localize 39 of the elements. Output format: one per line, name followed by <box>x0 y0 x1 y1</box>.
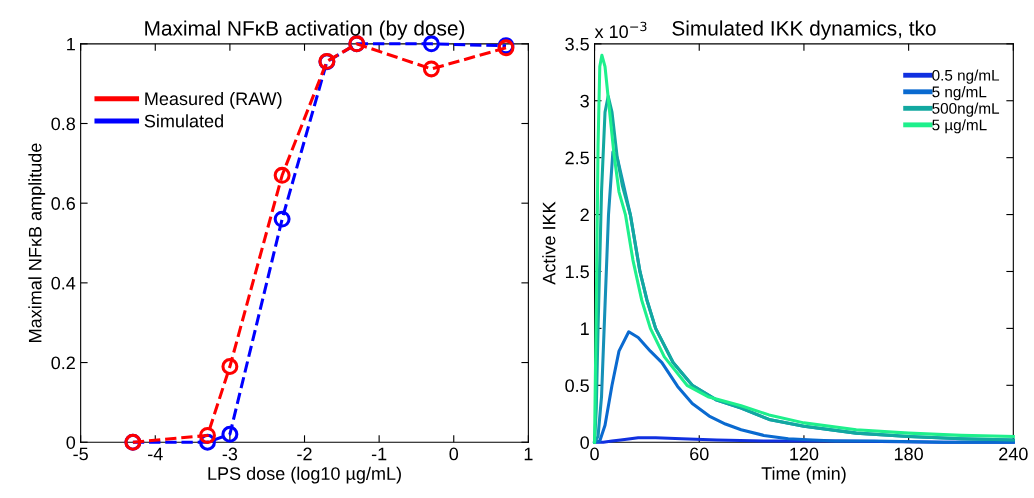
legend-label: 5 ng/mL <box>932 86 987 101</box>
chart-title: Simulated IKK dynamics, tko <box>672 20 936 40</box>
legend-label: Simulated <box>144 114 223 128</box>
y-tick-label: 0 <box>580 436 589 449</box>
y-tick-label: 0.5 <box>565 379 589 393</box>
y-tick-label: 3.5 <box>565 37 589 51</box>
x-tick-label: 0 <box>590 447 599 461</box>
legend-label: 0.5 ng/mL <box>932 69 1000 84</box>
x-axis-title: LPS dose (log10 µg/mL) <box>208 466 401 484</box>
x-tick-label: -5 <box>73 447 88 461</box>
y-tick-label: 2.5 <box>565 151 589 165</box>
x-tick-label: 60 <box>690 447 709 461</box>
legend-label: Measured (RAW) <box>145 91 282 109</box>
y-tick-label: 0.6 <box>51 197 75 210</box>
y-axis-title: Active IKK <box>542 201 556 285</box>
legend-label: 500ng/mL <box>932 102 1000 117</box>
x-tick-label: 1 <box>524 447 533 461</box>
y-tick-label: 0 <box>66 436 76 449</box>
x-tick-label: -3 <box>222 447 238 461</box>
y-tick-label: 1 <box>67 37 75 51</box>
x-axis-title: Time (min) <box>761 466 846 484</box>
y-tick-label: 1.5 <box>565 265 589 279</box>
chart-title: Maximal NFκB activation (by dose) <box>145 20 465 40</box>
y-axis-title: Maximal NFκB amplitude <box>28 143 46 342</box>
y-tick-label: 0.8 <box>51 117 76 131</box>
x-tick-label: 0 <box>449 447 459 461</box>
y-tick-label: 1 <box>581 322 589 335</box>
text: x 10$^{−3}$ <box>594 21 647 39</box>
x-tick-label: 120 <box>790 447 819 461</box>
y-tick-label: 3 <box>580 94 589 108</box>
x-tick-label: -4 <box>148 447 163 461</box>
y-tick-label: 0.2 <box>51 356 75 370</box>
x-tick-label: -1 <box>371 447 387 461</box>
x-tick-label: 180 <box>894 447 923 461</box>
x-tick-label: 240 <box>999 447 1028 461</box>
y-tick-label: 0.4 <box>51 276 76 290</box>
y-tick-label: 2 <box>580 208 589 222</box>
legend-label: 5 µg/mL <box>932 119 987 134</box>
x-tick-label: -2 <box>297 447 312 461</box>
